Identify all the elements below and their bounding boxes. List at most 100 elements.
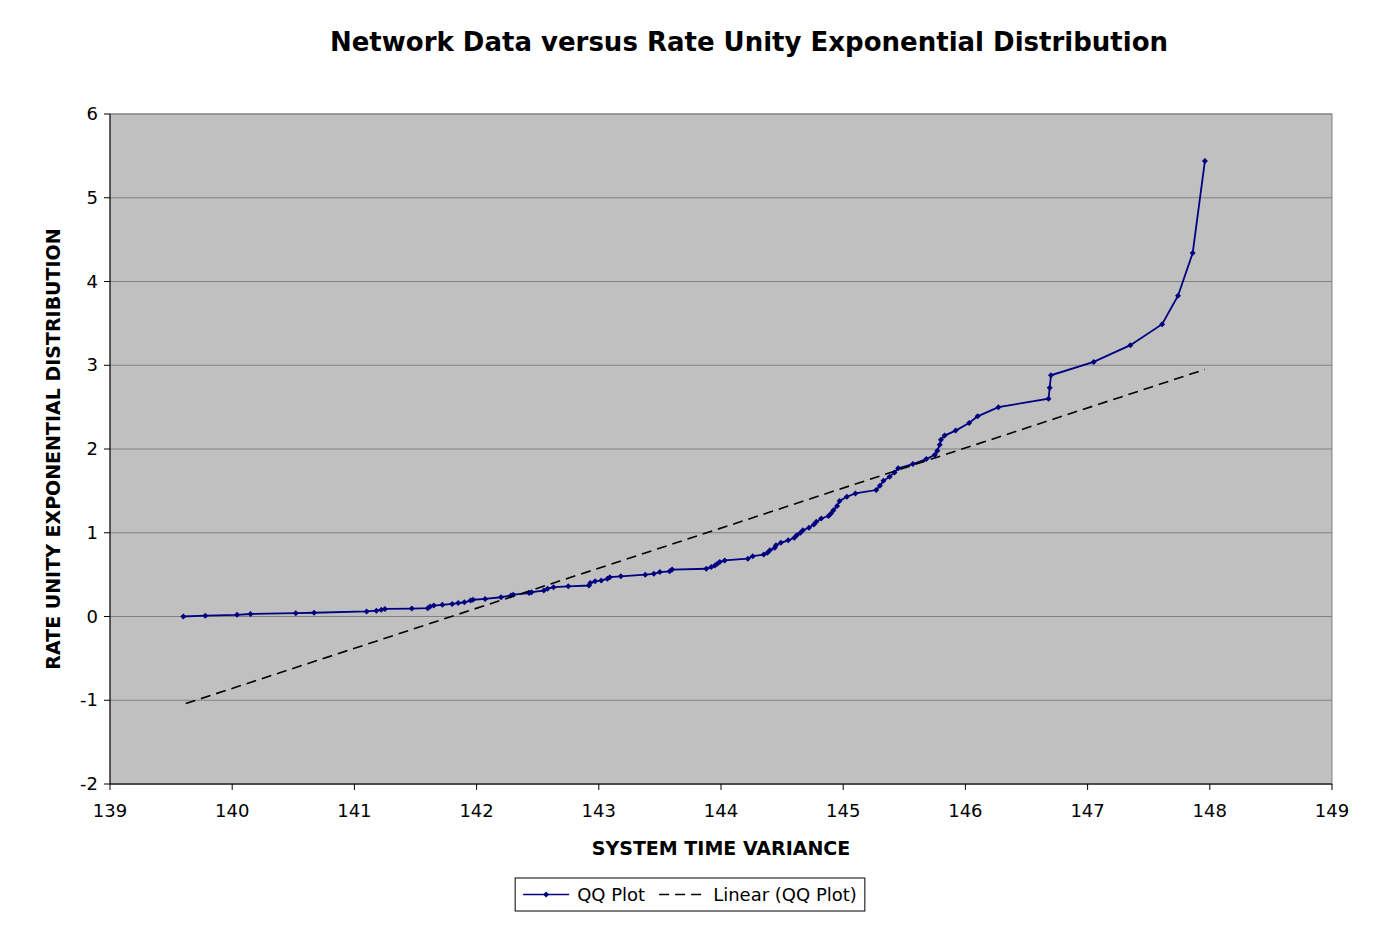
y-tick <box>104 700 110 701</box>
data-point <box>373 608 379 614</box>
data-point <box>1045 396 1051 402</box>
x-tick <box>476 784 477 790</box>
data-point <box>431 603 437 609</box>
data-point <box>234 612 240 618</box>
data-point <box>1047 385 1053 391</box>
series-group <box>180 158 1208 704</box>
series-line <box>186 369 1205 703</box>
data-point <box>1048 372 1054 378</box>
data-point <box>598 577 604 583</box>
x-tick <box>965 784 966 790</box>
data-point <box>717 559 723 565</box>
y-tick-label: 1 <box>87 522 98 543</box>
data-point <box>767 547 773 553</box>
data-point <box>592 578 598 584</box>
data-point <box>975 413 981 419</box>
data-point <box>953 428 959 434</box>
data-point <box>364 608 370 614</box>
data-point <box>461 599 467 605</box>
y-tick <box>104 616 110 617</box>
x-tick-label: 140 <box>215 800 249 821</box>
legend-item: Linear (QQ Plot) <box>659 884 857 905</box>
data-point <box>202 613 208 619</box>
grid-line <box>110 532 1332 533</box>
legend-box <box>515 878 865 911</box>
x-tick-label: 141 <box>337 800 371 821</box>
data-point <box>669 567 675 573</box>
data-point <box>722 557 728 563</box>
data-point <box>248 611 254 617</box>
x-tick <box>232 784 233 790</box>
data-point <box>180 614 186 620</box>
data-point <box>942 433 948 439</box>
data-point <box>642 572 648 578</box>
data-point <box>607 574 613 580</box>
data-point <box>565 583 571 589</box>
data-point <box>881 478 887 484</box>
data-point <box>439 602 445 608</box>
data-point <box>382 606 388 612</box>
y-tick-label: 0 <box>87 606 98 627</box>
y-tick-label: -1 <box>80 689 98 710</box>
y-tick <box>104 365 110 366</box>
data-point <box>1190 250 1196 256</box>
data-point <box>837 498 843 504</box>
data-point <box>813 519 819 525</box>
legend-marker <box>543 892 549 898</box>
data-point <box>873 487 879 493</box>
x-tick <box>1209 784 1210 790</box>
data-point <box>551 584 557 590</box>
data-point <box>830 507 836 513</box>
chart: Network Data versus Rate Unity Exponenti… <box>0 0 1380 936</box>
grid-line <box>110 365 1332 366</box>
x-tick <box>354 784 355 790</box>
data-point <box>938 437 944 443</box>
data-point <box>482 596 488 602</box>
y-tick <box>104 281 110 282</box>
data-point <box>657 569 663 575</box>
data-point <box>745 556 751 562</box>
data-point <box>778 540 784 546</box>
x-tick-label: 146 <box>948 800 982 821</box>
grid-line <box>110 197 1332 198</box>
x-tick-label: 145 <box>826 800 860 821</box>
x-tick <box>1087 784 1088 790</box>
x-tick <box>721 784 722 790</box>
grid-line <box>110 449 1332 450</box>
y-tick-label: 3 <box>87 354 98 375</box>
x-tick <box>598 784 599 790</box>
data-point <box>834 503 840 509</box>
data-point <box>703 566 709 572</box>
x-tick-label: 142 <box>459 800 493 821</box>
data-point <box>470 597 476 603</box>
data-point <box>455 600 461 606</box>
data-point <box>544 586 550 592</box>
x-tick-label: 143 <box>582 800 616 821</box>
data-point <box>844 494 850 500</box>
data-point <box>587 580 593 586</box>
data-point <box>1202 158 1208 164</box>
data-point <box>785 537 791 543</box>
data-point <box>1175 293 1181 299</box>
data-point <box>409 606 415 612</box>
legend-item: QQ Plot <box>523 884 645 905</box>
data-point <box>1091 359 1097 365</box>
plot-area <box>110 114 1332 784</box>
data-point <box>910 461 916 467</box>
y-tick <box>104 197 110 198</box>
title: Network Data versus Rate Unity Exponenti… <box>330 27 1168 57</box>
x-tick-label: 148 <box>1193 800 1227 821</box>
data-point <box>806 525 812 531</box>
data-point <box>1127 342 1133 348</box>
data-point <box>800 527 806 533</box>
data-point <box>498 594 504 600</box>
data-point <box>966 420 972 426</box>
data-point <box>311 610 317 616</box>
y-tick <box>104 784 110 785</box>
y-tick <box>104 449 110 450</box>
x-tick-label: 144 <box>704 800 738 821</box>
x-tick <box>110 784 111 790</box>
data-point <box>1159 321 1165 327</box>
data-point <box>750 553 756 559</box>
data-point <box>651 571 657 577</box>
